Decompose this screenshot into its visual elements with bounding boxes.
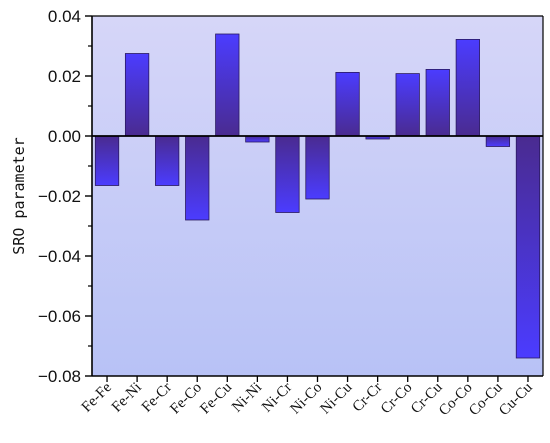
x-tick-label: Fe-Co	[167, 380, 205, 418]
bar-cr-cu	[425, 69, 450, 137]
x-axis-ticks: Fe-FeFe-NiFe-CrFe-CoFe-CuNi-NiNi-CrNi-Co…	[79, 376, 536, 419]
bars	[94, 33, 541, 359]
bar-cu-cu	[515, 135, 541, 359]
bar-co-co	[455, 39, 480, 137]
y-tick-label: 0.00	[48, 127, 81, 146]
x-tick-label: Ni-Cu	[318, 379, 356, 417]
bar-fe-cr	[155, 135, 180, 186]
x-tick-label: Ni-Co	[287, 380, 325, 418]
x-tick-label: Ni-Ni	[229, 380, 265, 416]
x-tick-label: Ni-Cr	[259, 380, 295, 416]
bar-ni-co	[305, 135, 330, 200]
x-tick-label: Fe-Cr	[139, 380, 175, 416]
y-tick-label: −0.06	[38, 307, 81, 326]
bar-co-cu	[485, 135, 511, 147]
bar-fe-ni	[124, 53, 150, 137]
y-tick-label: −0.02	[38, 187, 81, 206]
bar-ni-cr	[275, 135, 300, 213]
y-tick-label: 0.02	[48, 67, 81, 86]
x-tick-label: Cr-Cr	[350, 380, 386, 416]
x-tick-label: Cu-Cu	[496, 379, 536, 419]
x-tick-label: Co-Co	[436, 380, 476, 420]
bar-fe-cu	[215, 33, 240, 137]
y-axis-title: SRO parameter	[10, 137, 28, 254]
x-tick-label: Fe-Cu	[197, 379, 235, 417]
x-tick-label: Co-Cu	[466, 379, 506, 419]
y-axis-ticks: 0.04 0.02 0.00 −0.02 −0.04 −0.06 −0.08	[38, 7, 92, 386]
y-tick-label: −0.08	[38, 367, 81, 386]
y-tick-label: 0.04	[48, 7, 81, 26]
x-tick-label: Fe-Ni	[109, 380, 145, 416]
bar-cr-co	[395, 73, 420, 137]
bar-fe-co	[185, 135, 210, 221]
bar-fe-fe	[94, 135, 120, 186]
x-tick-label: Cr-Co	[378, 380, 416, 418]
bar-ni-cu	[335, 72, 360, 137]
y-tick-label: −0.04	[38, 247, 81, 266]
x-tick-label: Fe-Fe	[79, 379, 115, 415]
